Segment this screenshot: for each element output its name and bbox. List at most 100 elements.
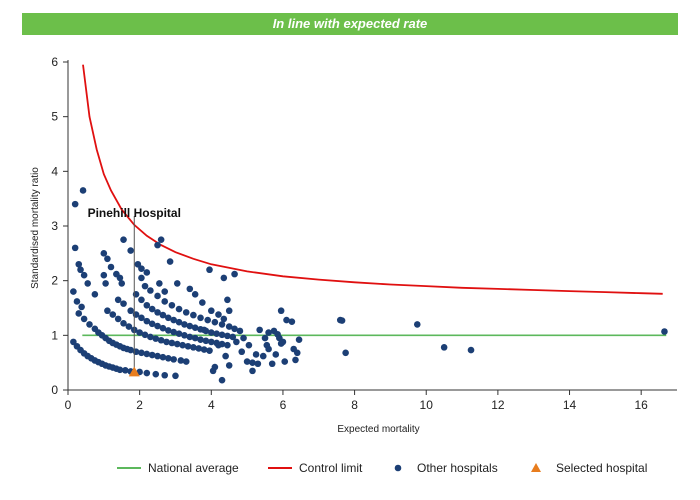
other-hospital-point bbox=[156, 280, 163, 287]
other-hospital-point bbox=[70, 288, 77, 295]
other-hospital-point bbox=[190, 311, 197, 319]
other-hospital-point bbox=[127, 307, 134, 315]
other-hospital-point bbox=[200, 346, 208, 353]
other-hospital-point bbox=[225, 307, 233, 315]
other-hospital-point bbox=[132, 291, 140, 298]
x-tick-label: 4 bbox=[208, 398, 215, 412]
y-axis-title: Standardised mortality ratio bbox=[30, 167, 41, 289]
other-hospital-point bbox=[243, 358, 251, 365]
selected-hospital-point bbox=[128, 366, 140, 377]
other-hospital-point bbox=[224, 296, 231, 304]
other-hospital-point bbox=[218, 376, 226, 384]
other-hospital-point bbox=[84, 280, 92, 287]
other-hospital-point bbox=[104, 255, 111, 263]
y-tick-label: 3 bbox=[51, 219, 58, 233]
other-hospital-point bbox=[79, 187, 87, 194]
legend-label: Selected hospital bbox=[556, 461, 647, 475]
other-hospital-point bbox=[159, 324, 167, 332]
other-hospital-point bbox=[279, 338, 287, 346]
other-hospital-point bbox=[168, 339, 176, 347]
reference-lines bbox=[82, 64, 667, 337]
legend-label: National average bbox=[148, 461, 239, 475]
other-hospital-point bbox=[166, 258, 174, 265]
other-hospital-point bbox=[254, 360, 262, 368]
other-hospital-point bbox=[100, 271, 108, 279]
status-banner: In line with expected rate bbox=[22, 13, 678, 35]
other-hospital-point bbox=[179, 341, 186, 349]
other-hospital-point bbox=[263, 341, 271, 349]
other-hospital-point bbox=[225, 323, 233, 330]
other-hospital-point bbox=[272, 351, 280, 358]
other-hospital-point bbox=[292, 356, 299, 364]
other-hospital-point bbox=[225, 362, 233, 369]
other-hospital-point bbox=[199, 299, 206, 306]
x-tick-label: 6 bbox=[280, 398, 287, 412]
other-hospital-point bbox=[118, 280, 126, 287]
other-hospital-point bbox=[141, 282, 149, 290]
other-hospital-point bbox=[175, 330, 183, 337]
x-tick-label: 8 bbox=[351, 398, 358, 412]
other-hospital-point bbox=[86, 321, 93, 328]
other-hospital-point bbox=[148, 305, 156, 313]
x-tick-label: 14 bbox=[563, 398, 577, 412]
other-hospital-point bbox=[163, 338, 170, 346]
other-hospital-point bbox=[213, 339, 220, 347]
other-hospital-point bbox=[211, 318, 219, 326]
other-hospital-point bbox=[157, 336, 165, 344]
other-hospital-point bbox=[104, 307, 111, 315]
other-hospital-point bbox=[186, 333, 194, 341]
other-hospital-point bbox=[218, 340, 226, 348]
y-tick-label: 1 bbox=[51, 328, 58, 342]
other-hospital-point bbox=[116, 274, 124, 282]
other-hospital-point bbox=[413, 321, 421, 328]
other-hospital-point bbox=[170, 356, 177, 363]
other-hospital-point bbox=[161, 288, 169, 295]
other-hospital-point bbox=[143, 350, 151, 358]
other-hospital-point bbox=[197, 314, 204, 322]
legend-triangle-swatch bbox=[531, 463, 541, 472]
other-hospital-point bbox=[100, 250, 108, 257]
other-hospital-point bbox=[249, 359, 256, 366]
selected-hospital-label: Pinehill Hospital bbox=[88, 206, 181, 220]
other-hospital-point bbox=[220, 274, 228, 282]
other-hospital-point bbox=[177, 357, 185, 364]
other-hospital-point bbox=[224, 332, 231, 340]
other-hospital-point bbox=[161, 298, 169, 305]
other-hospital-point bbox=[265, 329, 272, 336]
other-hospital-point bbox=[120, 300, 127, 307]
other-hospital-point bbox=[191, 291, 199, 298]
other-hospital-point bbox=[206, 266, 213, 274]
other-hospital-point bbox=[283, 316, 290, 324]
x-tick-label: 10 bbox=[420, 398, 434, 412]
other-hospital-point bbox=[125, 323, 133, 330]
other-hospital-point bbox=[154, 322, 161, 330]
y-tick-label: 4 bbox=[51, 164, 58, 178]
other-hospital-point bbox=[207, 329, 215, 336]
other-hospital-point bbox=[218, 321, 226, 328]
other-hospital-point bbox=[338, 317, 346, 324]
other-hospital-point bbox=[114, 296, 122, 304]
other-hospital-point bbox=[295, 336, 303, 344]
other-hospital-point bbox=[173, 280, 181, 287]
other-hospital-point bbox=[157, 236, 165, 243]
other-hospital-point bbox=[277, 307, 285, 315]
other-hospital-point bbox=[181, 332, 188, 339]
other-hospital-point bbox=[127, 247, 134, 254]
other-hospital-point bbox=[181, 321, 188, 328]
other-hospital-point bbox=[229, 333, 237, 341]
other-hospital-point bbox=[114, 315, 122, 323]
other-hospital-point bbox=[207, 307, 215, 315]
other-hospital-point bbox=[154, 309, 161, 316]
hospital-points bbox=[70, 187, 668, 384]
legend-item: Control limit bbox=[268, 461, 363, 475]
other-hospital-point bbox=[165, 354, 172, 362]
other-hospital-point bbox=[134, 260, 142, 268]
other-hospital-point bbox=[190, 344, 197, 351]
other-hospital-point bbox=[209, 367, 217, 375]
other-hospital-point bbox=[143, 269, 151, 276]
other-hospital-point bbox=[138, 274, 145, 282]
chart-legend: National average Control limit Other hospi… bbox=[117, 461, 647, 475]
